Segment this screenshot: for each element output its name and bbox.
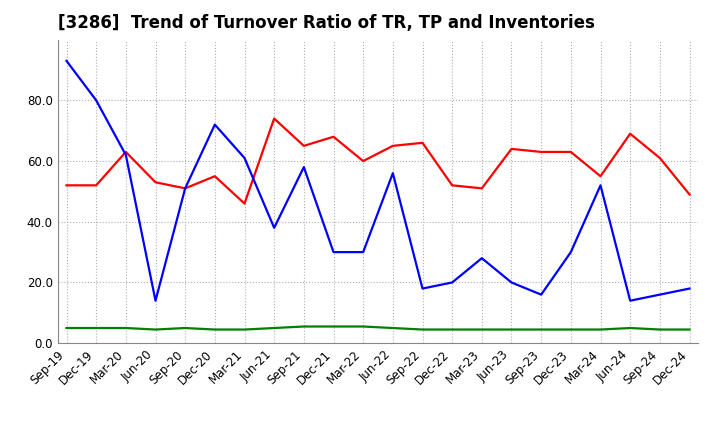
Inventories [92,326,101,331]
Trade Payables [151,298,160,303]
Line: Trade Receivables: Trade Receivables [66,118,690,204]
Inventories [62,326,71,331]
Trade Payables [567,249,575,255]
Inventories [477,327,486,332]
Trade Receivables [210,173,219,179]
Trade Payables [181,186,189,191]
Inventories [359,324,367,329]
Trade Receivables [270,116,279,121]
Trade Receivables [329,134,338,139]
Trade Receivables [359,158,367,164]
Inventories [596,327,605,332]
Trade Payables [537,292,546,297]
Trade Receivables [685,192,694,197]
Trade Payables [655,292,664,297]
Trade Receivables [122,149,130,154]
Trade Payables [507,280,516,285]
Trade Payables [270,225,279,231]
Trade Receivables [626,131,634,136]
Trade Payables [685,286,694,291]
Inventories [507,327,516,332]
Trade Receivables [448,183,456,188]
Trade Receivables [477,186,486,191]
Trade Payables [389,171,397,176]
Trade Payables [359,249,367,255]
Inventories [151,327,160,332]
Trade Receivables [596,173,605,179]
Inventories [122,326,130,331]
Line: Inventories: Inventories [66,326,690,330]
Inventories [418,327,427,332]
Inventories [181,326,189,331]
Trade Receivables [62,183,71,188]
Trade Payables [596,183,605,188]
Inventories [448,327,456,332]
Inventories [240,327,249,332]
Trade Receivables [300,143,308,148]
Trade Payables [329,249,338,255]
Trade Receivables [181,186,189,191]
Trade Payables [240,155,249,161]
Inventories [300,324,308,329]
Inventories [626,326,634,331]
Trade Payables [62,58,71,63]
Trade Receivables [507,146,516,151]
Trade Payables [418,286,427,291]
Trade Receivables [655,155,664,161]
Text: [3286]  Trend of Turnover Ratio of TR, TP and Inventories: [3286] Trend of Turnover Ratio of TR, TP… [58,15,595,33]
Inventories [389,326,397,331]
Trade Payables [210,122,219,127]
Inventories [270,326,279,331]
Inventories [567,327,575,332]
Trade Receivables [537,149,546,154]
Inventories [655,327,664,332]
Trade Payables [477,256,486,261]
Trade Receivables [92,183,101,188]
Trade Receivables [567,149,575,154]
Trade Payables [626,298,634,303]
Trade Receivables [418,140,427,146]
Legend: Trade Receivables, Trade Payables, Inventories: Trade Receivables, Trade Payables, Inven… [146,435,610,440]
Line: Trade Payables: Trade Payables [66,61,690,301]
Trade Payables [92,98,101,103]
Trade Payables [122,152,130,158]
Trade Payables [448,280,456,285]
Trade Receivables [240,201,249,206]
Inventories [329,324,338,329]
Trade Receivables [389,143,397,148]
Inventories [210,327,219,332]
Trade Payables [300,165,308,170]
Inventories [537,327,546,332]
Inventories [685,327,694,332]
Trade Receivables [151,180,160,185]
